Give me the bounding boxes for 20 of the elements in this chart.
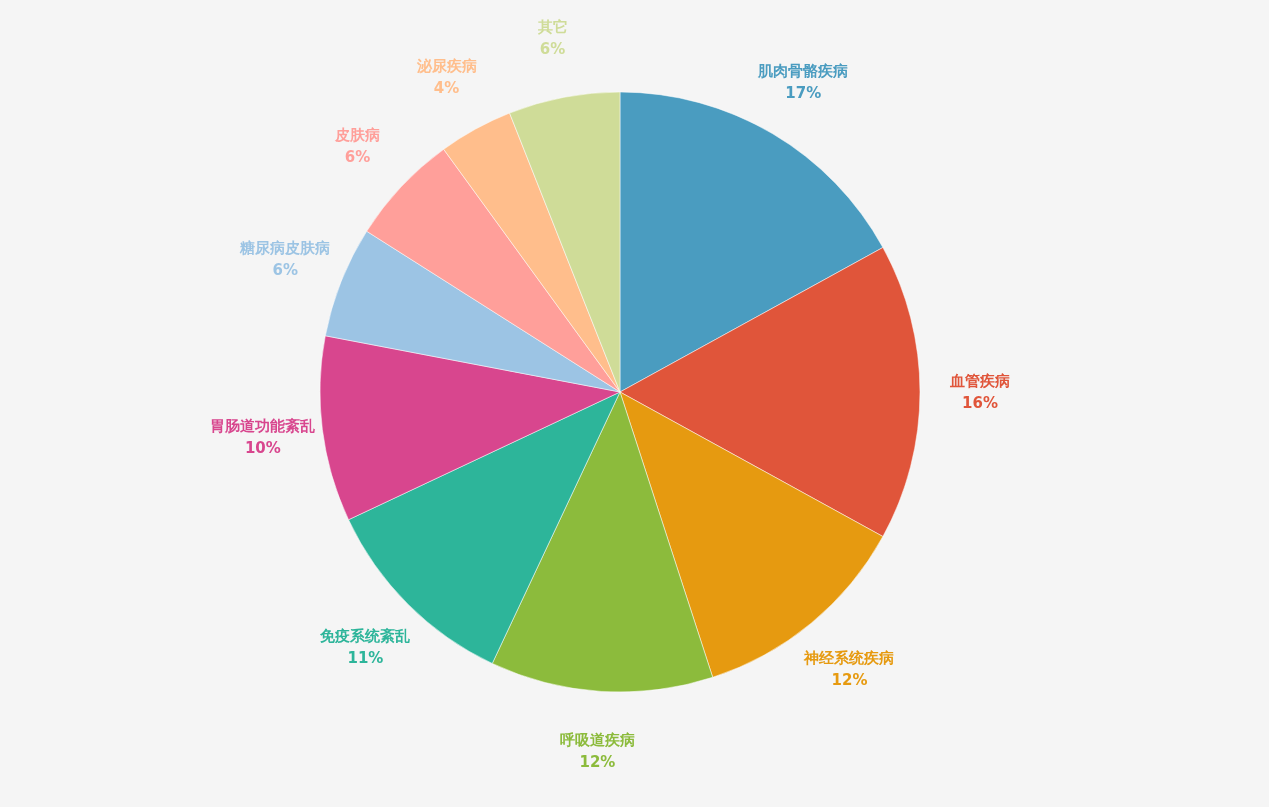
slice-label: 免疫系统紊乱 xyxy=(319,626,411,645)
slice-label: 胃肠道功能紊乱 xyxy=(210,417,316,436)
data-label: 6% xyxy=(344,147,371,166)
slice-label: 肌肉骨骼疾病 xyxy=(757,62,849,81)
slice-label: 血管疾病 xyxy=(949,372,1010,390)
slice-label: 泌尿疾病 xyxy=(415,56,477,75)
data-label: 16% xyxy=(962,394,998,412)
data-label: 6% xyxy=(539,40,566,59)
data-label: 11% xyxy=(347,648,384,667)
slice-label: 其它 xyxy=(536,18,568,37)
data-label: 12% xyxy=(831,671,868,690)
slice-label: 呼吸道疾病 xyxy=(559,731,635,750)
slice-label: 皮肤病 xyxy=(334,125,381,144)
slice-label: 糖尿病皮肤病 xyxy=(239,239,331,258)
slice-label: 神经系统疾病 xyxy=(803,649,895,668)
data-label: 17% xyxy=(785,84,822,103)
data-label: 10% xyxy=(244,439,281,458)
data-label: 6% xyxy=(272,261,299,280)
data-label: 4% xyxy=(433,78,460,97)
data-label: 12% xyxy=(579,753,616,772)
